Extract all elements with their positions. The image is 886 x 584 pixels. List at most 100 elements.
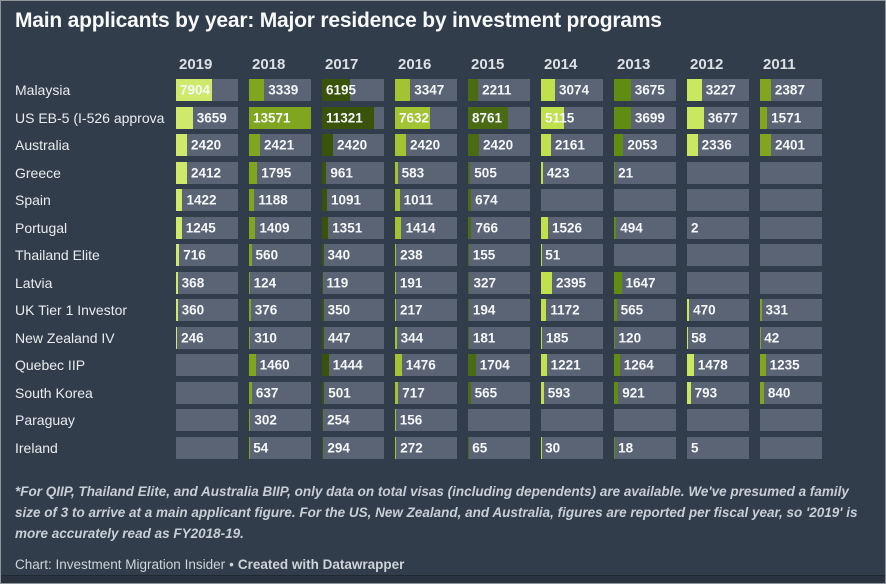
bar-fill [249, 354, 256, 376]
value-cell: 2412 [176, 161, 238, 184]
bar-fill [760, 134, 771, 156]
value-cell [614, 244, 676, 266]
cell-value: 2421 [264, 137, 295, 153]
cell-value: 423 [546, 165, 570, 180]
value-cell: 470 [687, 299, 749, 321]
value-cell: 717 [395, 381, 457, 404]
bar-fill [468, 381, 471, 404]
bar-fill [541, 354, 547, 376]
bar-fill [760, 106, 768, 129]
cell-value: 1478 [697, 357, 728, 373]
bar-fill [395, 326, 397, 349]
value-cell: 185 [541, 326, 603, 349]
value-cell: 1414 [395, 216, 457, 239]
value-cell: 961 [322, 161, 384, 184]
value-cell: 8761 [468, 106, 530, 129]
cell-value: 310 [254, 330, 277, 345]
bar-fill [395, 79, 411, 101]
value-cell: 155 [468, 244, 530, 266]
bottom-edge-strip [1, 575, 885, 583]
bar-fill [614, 326, 615, 349]
bar-fill [468, 189, 472, 211]
cell-value: 2211 [482, 82, 512, 98]
bar-fill [395, 106, 430, 129]
value-cell: 54 [249, 436, 311, 459]
bar-fill [614, 271, 622, 294]
cell-value: 360 [181, 302, 205, 318]
bar-fill [176, 134, 188, 156]
cell-value: 2420 [483, 137, 514, 153]
cell-value: 51 [545, 247, 561, 263]
cell-value: 1409 [259, 220, 290, 235]
value-cell: 2420 [322, 134, 384, 156]
cell-value: 1235 [769, 357, 800, 373]
table-row: Greece 2412 1795 961 583 505 423 21 [15, 161, 822, 184]
value-cell: 2336 [687, 134, 749, 156]
cell-value: 254 [327, 412, 350, 428]
row-label: Malaysia [15, 82, 71, 98]
year-header-2019: 2019 [179, 55, 213, 73]
value-cell: 58 [687, 326, 749, 349]
value-cell: 368 [176, 271, 238, 294]
cell-value: 470 [693, 302, 716, 318]
value-cell: 3227 [687, 79, 749, 101]
table-row: Australia 2420 2421 2420 2420 2420 2161 2053 233… [15, 134, 822, 156]
cell-value: 2420 [410, 137, 441, 153]
datawrapper-credit-link[interactable]: Created with Datawrapper [237, 557, 405, 572]
bar-fill [322, 244, 324, 266]
value-cell: 565 [614, 299, 676, 321]
cell-value: 560 [255, 247, 279, 263]
bar-fill [249, 106, 311, 129]
cell-value: 3699 [634, 110, 665, 125]
cell-value: 350 [327, 302, 351, 318]
cell-value: 1414 [405, 220, 436, 235]
cell-value: 1460 [259, 357, 290, 373]
value-cell: 2161 [541, 134, 603, 156]
value-cell: 3339 [249, 79, 311, 101]
value-cell [541, 189, 603, 211]
value-cell: 1264 [614, 354, 676, 376]
cell-value: 1422 [186, 192, 217, 208]
bar-fill [614, 299, 617, 321]
bar-fill [322, 271, 323, 294]
value-cell: 344 [395, 326, 457, 349]
bar-fill [322, 189, 327, 211]
value-cell: 21 [614, 161, 676, 184]
cell-value: 185 [545, 330, 569, 345]
bar-fill [614, 216, 617, 239]
bar-fill [322, 436, 324, 459]
value-cell: 793 [687, 381, 749, 404]
value-cell: 302 [249, 409, 311, 431]
value-cell [687, 161, 749, 184]
value-cell: 2421 [249, 134, 311, 156]
row-label: Australia [15, 137, 70, 153]
bar-fill [614, 354, 620, 376]
bar-fill [468, 326, 469, 349]
value-cell: 65 [468, 436, 530, 459]
cell-value: 5 [691, 440, 699, 455]
cell-value: 1647 [625, 275, 656, 290]
value-cell: 11321 [322, 106, 384, 129]
value-cell: 1221 [541, 354, 603, 376]
cell-value: 238 [400, 247, 423, 263]
value-cell: 3677 [687, 106, 749, 129]
cell-value: 961 [330, 165, 353, 180]
cell-value: 2395 [555, 275, 586, 290]
year-header-row: 2019 2018 2017 2016 2015 2014 2013 2012 2011 [15, 51, 822, 77]
cell-value: 156 [399, 412, 423, 428]
value-cell: 238 [395, 244, 457, 266]
bar-fill [176, 244, 180, 266]
year-header-2017: 2017 [325, 55, 359, 73]
table-row: Portugal 1245 1409 1351 1414 766 1526 494 2 [15, 216, 822, 239]
value-cell: 2053 [614, 134, 676, 156]
table-row: US EB-5 (I-526 approvals) 3659 13571 11321 7… [15, 106, 822, 129]
value-cell: 5115 [541, 106, 603, 129]
value-cell [176, 354, 238, 376]
cell-value: 294 [327, 440, 350, 455]
cell-value: 3339 [268, 82, 299, 98]
bar-fill [322, 134, 334, 156]
cell-value: 1011 [403, 192, 433, 208]
cell-value: 5115 [545, 110, 575, 125]
bar-fill [468, 354, 476, 376]
